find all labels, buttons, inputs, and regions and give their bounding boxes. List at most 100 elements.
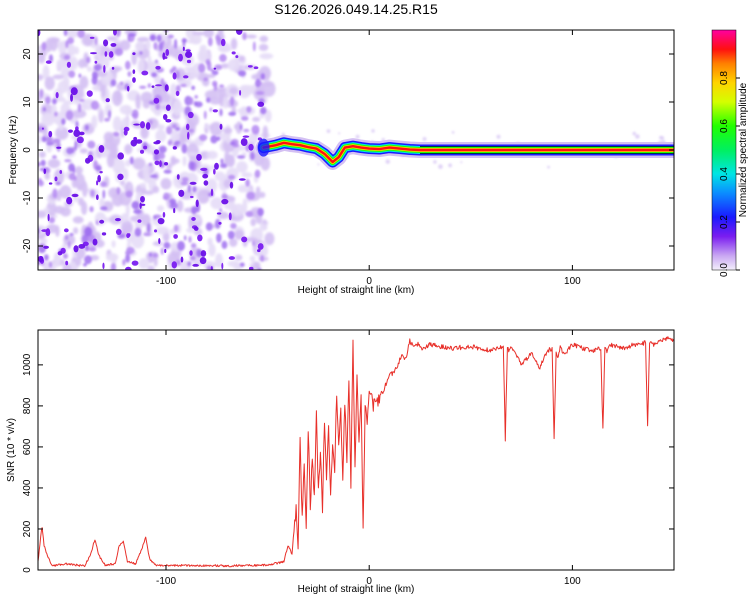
snr-x-tick-label: 0 bbox=[366, 576, 372, 587]
noise-blob bbox=[142, 99, 151, 109]
noise-blob bbox=[126, 233, 130, 239]
noise-blob bbox=[132, 52, 136, 56]
noise-blob bbox=[147, 265, 155, 270]
noise-blob bbox=[203, 30, 215, 38]
colorbar-ticks: 0.0 0.2 0.4 0.6 0.8 bbox=[719, 71, 740, 277]
noise-blob bbox=[42, 107, 46, 112]
noise-blob bbox=[219, 84, 225, 88]
noise-blob bbox=[181, 143, 188, 154]
noise-blob bbox=[132, 77, 136, 83]
noise-blob bbox=[172, 146, 177, 150]
noise-blob bbox=[105, 253, 119, 262]
snr-data-point bbox=[373, 405, 374, 406]
noise-blob bbox=[75, 256, 82, 267]
noise-blob bbox=[190, 34, 202, 45]
snr-data-point bbox=[350, 487, 351, 488]
noise-speck bbox=[632, 131, 637, 136]
noise-blob bbox=[48, 216, 56, 224]
noise-blob bbox=[153, 42, 158, 50]
noise-speck bbox=[659, 135, 663, 140]
snr-data-point bbox=[377, 401, 378, 402]
noise-blob bbox=[171, 261, 177, 269]
snr-data-point bbox=[358, 446, 359, 447]
noise-blob bbox=[194, 95, 198, 99]
noise-blob bbox=[214, 162, 219, 170]
noise-blob bbox=[94, 63, 102, 71]
noise-blob bbox=[170, 155, 177, 166]
noise-blob bbox=[112, 116, 122, 132]
noise-blob bbox=[38, 178, 42, 183]
noise-blob bbox=[108, 110, 111, 119]
snr-data-point bbox=[421, 348, 422, 349]
snr-y-tick-label: 200 bbox=[22, 520, 33, 537]
noise-blob bbox=[63, 55, 71, 60]
noise-blob bbox=[125, 104, 130, 117]
noise-blob bbox=[198, 63, 206, 73]
noise-blob bbox=[257, 101, 265, 107]
noise-blob bbox=[162, 211, 166, 218]
snr-data-point bbox=[354, 467, 355, 468]
noise-blob bbox=[140, 126, 150, 140]
snr-y-tick-label: 600 bbox=[22, 438, 33, 455]
noise-blob bbox=[51, 98, 57, 105]
noise-blob bbox=[104, 51, 108, 57]
snr-data-point bbox=[509, 350, 510, 351]
noise-blob bbox=[230, 222, 237, 230]
noise-blob bbox=[175, 140, 181, 145]
noise-blob bbox=[248, 143, 254, 151]
snr-data-point bbox=[363, 528, 364, 529]
noise-blob bbox=[169, 202, 178, 210]
snr-data-point bbox=[367, 426, 368, 427]
noise-blob bbox=[155, 59, 158, 64]
noise-blob bbox=[63, 228, 69, 233]
noise-blob bbox=[102, 189, 106, 199]
noise-blob bbox=[228, 174, 236, 180]
noise-blob bbox=[228, 256, 236, 260]
noise-blob bbox=[125, 60, 131, 70]
noise-blob bbox=[162, 92, 171, 103]
noise-blob bbox=[185, 123, 190, 131]
noise-blob bbox=[125, 190, 133, 198]
noise-blob bbox=[188, 97, 194, 105]
noise-blob bbox=[147, 223, 151, 233]
noise-blob bbox=[232, 143, 240, 148]
noise-blob bbox=[189, 181, 197, 185]
noise-blob bbox=[140, 203, 146, 206]
snr-data-point bbox=[547, 350, 548, 351]
snr-data-point bbox=[409, 340, 410, 341]
noise-blob bbox=[153, 141, 161, 145]
noise-blob bbox=[220, 38, 226, 47]
snr-data-point bbox=[302, 518, 303, 519]
noise-blob bbox=[230, 38, 238, 50]
noise-blob bbox=[242, 32, 247, 41]
noise-blob bbox=[85, 227, 92, 237]
noise-speck bbox=[326, 129, 331, 133]
noise-blob bbox=[110, 79, 117, 87]
noise-blob bbox=[99, 170, 103, 174]
snr-data-point bbox=[247, 565, 248, 566]
noise-blob bbox=[207, 36, 213, 47]
noise-blob bbox=[71, 193, 79, 198]
colorbar-tick-label: 0.8 bbox=[719, 71, 730, 85]
snr-data-point bbox=[344, 399, 345, 400]
noise-blob bbox=[115, 30, 121, 37]
noise-blob bbox=[158, 145, 167, 154]
noise-blob bbox=[214, 171, 226, 181]
snr-y-tick-label: 800 bbox=[22, 397, 33, 414]
snr-y-tick-label: 0 bbox=[22, 567, 33, 573]
noise-blob bbox=[41, 127, 44, 130]
noise-blob bbox=[73, 129, 81, 138]
noise-blob bbox=[260, 254, 264, 262]
noise-blob bbox=[95, 165, 102, 171]
noise-blob bbox=[79, 131, 85, 136]
noise-speck bbox=[448, 163, 453, 168]
noise-blob bbox=[214, 218, 221, 229]
snr-data-point bbox=[123, 541, 124, 542]
snr-data-point bbox=[155, 564, 156, 565]
noise-blob bbox=[255, 91, 265, 95]
noise-blob bbox=[221, 198, 229, 205]
noise-blob bbox=[262, 125, 269, 141]
noise-blob bbox=[183, 75, 189, 79]
noise-blob bbox=[114, 218, 121, 222]
